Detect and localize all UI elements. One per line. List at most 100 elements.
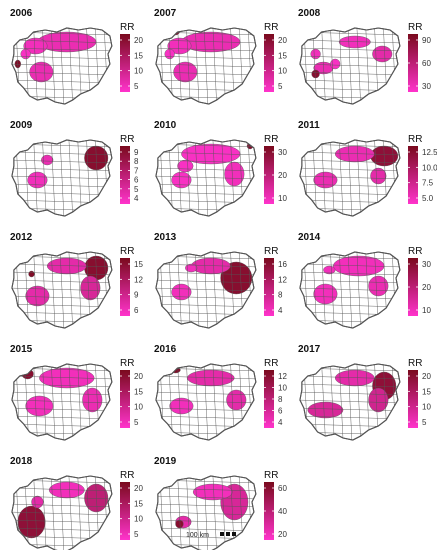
panel-year-title: 2007 <box>154 8 177 19</box>
legend-tick-label: 10.0 <box>422 163 437 172</box>
legend-title: RR <box>120 470 134 481</box>
district-region <box>41 154 54 166</box>
legend-tick-label: 8 <box>278 395 283 404</box>
legend-tick-label: 40 <box>278 507 287 516</box>
panel-year-title: 2006 <box>10 8 33 19</box>
legend-tick-label: 4 <box>278 306 283 315</box>
district-region <box>17 505 46 539</box>
district-region <box>169 397 194 415</box>
province-map <box>299 251 401 329</box>
district-region <box>330 58 341 70</box>
panel-year-title: 2011 <box>298 120 320 131</box>
district-region <box>368 275 389 297</box>
district-region <box>333 255 385 277</box>
district-region <box>167 37 192 55</box>
district-region <box>175 519 184 529</box>
legend-color-bar <box>408 370 418 428</box>
province-map <box>155 27 257 105</box>
district-region <box>370 167 387 185</box>
panel-year-title: 2010 <box>154 120 177 131</box>
legend-tick-label: 10 <box>422 403 431 412</box>
legend-tick-label: 5 <box>134 418 139 427</box>
district-region <box>31 495 44 509</box>
legend-tick-label: 5 <box>422 418 427 427</box>
legend-color-bar <box>264 146 274 204</box>
legend-title: RR <box>264 246 278 257</box>
district-region <box>171 171 192 189</box>
legend-tick-label: 5 <box>134 82 139 91</box>
legend-color-bar <box>408 34 418 92</box>
district-region <box>313 171 338 189</box>
legend-tick-label: 30 <box>422 260 431 269</box>
legend-color-bar <box>264 370 274 428</box>
district-region <box>25 285 50 307</box>
legend-title: RR <box>264 358 278 369</box>
legend-title: RR <box>264 470 278 481</box>
district-region <box>372 45 393 63</box>
scale-bar: 100 km <box>186 532 236 539</box>
legend-tick-label: 15 <box>422 387 431 396</box>
province-map <box>11 139 113 217</box>
legend-color-bar <box>120 258 130 316</box>
legend-tick-label: 10 <box>278 384 287 393</box>
district-region <box>164 48 175 60</box>
district-region <box>27 171 48 189</box>
legend-color-bar <box>120 34 130 92</box>
legend-tick-label: 7 <box>134 166 139 175</box>
district-region <box>224 161 245 187</box>
legend-title: RR <box>120 134 134 145</box>
panel-year-title: 2014 <box>298 232 321 243</box>
legend-color-bar <box>264 482 274 540</box>
district-region <box>185 263 198 273</box>
legend-tick-label: 20 <box>278 171 287 180</box>
scale-bar-label: 100 km <box>186 532 209 539</box>
legend-tick-label: 6 <box>278 407 283 416</box>
legend-title: RR <box>264 134 278 145</box>
district-region <box>313 283 338 305</box>
legend-tick-label: 12.5 <box>422 148 437 157</box>
legend-color-bar <box>264 258 274 316</box>
legend-tick-label: 20 <box>278 36 287 45</box>
district-region <box>310 48 321 60</box>
legend-tick-label: 6 <box>134 306 139 315</box>
legend-tick-label: 4 <box>134 194 139 203</box>
legend-title: RR <box>120 358 134 369</box>
legend-tick-label: 10 <box>134 515 143 524</box>
legend-tick-label: 7.5 <box>422 179 434 188</box>
panel-year-title: 2019 <box>154 456 177 467</box>
panel-year-title: 2009 <box>10 120 33 131</box>
legend-tick-label: 5 <box>278 82 283 91</box>
legend-color-bar <box>408 146 418 204</box>
legend-tick-label: 10 <box>278 194 287 203</box>
legend-tick-label: 20 <box>134 484 143 493</box>
legend-color-bar <box>120 370 130 428</box>
legend-tick-label: 10 <box>422 306 431 315</box>
legend-tick-label: 6 <box>134 176 139 185</box>
legend-tick-label: 10 <box>278 67 287 76</box>
legend-tick-label: 15 <box>278 51 287 60</box>
legend-tick-label: 4 <box>278 418 283 427</box>
legend-title: RR <box>408 246 422 257</box>
legend-tick-label: 9 <box>134 291 139 300</box>
legend-tick-label: 15 <box>134 387 143 396</box>
legend-tick-label: 12 <box>134 275 143 284</box>
legend-tick-label: 30 <box>422 82 431 91</box>
legend-tick-label: 90 <box>422 36 431 45</box>
province-map <box>155 139 257 217</box>
district-region <box>23 37 48 55</box>
province-map <box>11 363 113 441</box>
legend-tick-label: 15 <box>134 260 143 269</box>
province-map <box>11 27 113 105</box>
panel-year-title: 2015 <box>10 344 33 355</box>
